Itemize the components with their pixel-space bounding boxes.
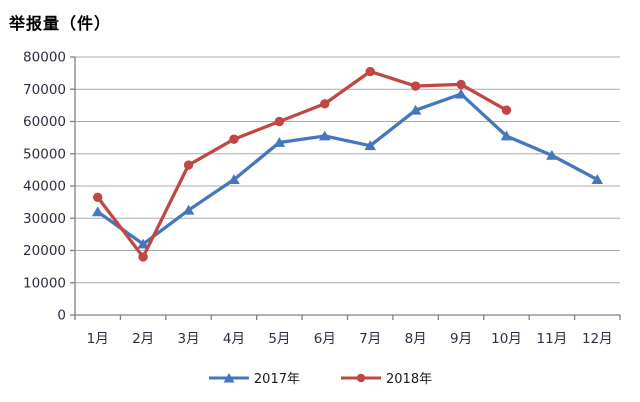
x-axis-label: 3月 xyxy=(177,331,199,347)
y-axis-label: 70000 xyxy=(23,82,66,98)
y-axis-label: 50000 xyxy=(23,146,66,162)
data-point-triangle-2017年 xyxy=(500,130,513,141)
x-axis-label: 8月 xyxy=(405,331,427,347)
data-point-circle-2018年 xyxy=(93,192,103,202)
legend-swatch-2017-triangle-icon xyxy=(208,372,249,382)
x-axis-label: 1月 xyxy=(87,331,109,347)
legend-label-2017: 2017年 xyxy=(253,372,300,387)
y-axis-label: 10000 xyxy=(23,275,66,291)
y-axis-label: 0 xyxy=(57,308,66,324)
legend-item-2017: 2017年 xyxy=(208,368,300,387)
data-point-circle-2018年 xyxy=(183,160,194,170)
data-point-circle-2018年 xyxy=(320,99,330,109)
data-point-triangle-2017年 xyxy=(364,140,377,151)
data-point-triangle-2017年 xyxy=(318,130,331,141)
data-point-circle-2018年 xyxy=(365,66,375,77)
data-point-circle-2018年 xyxy=(229,134,239,144)
data-point-triangle-2017年 xyxy=(591,174,604,184)
data-point-triangle-2017年 xyxy=(91,206,104,217)
x-axis-label: 12月 xyxy=(582,331,613,347)
legend-label-2018: 2018年 xyxy=(386,372,433,387)
data-point-circle-2018年 xyxy=(274,116,285,127)
x-axis-label: 9月 xyxy=(450,331,472,347)
data-point-circle-2018年 xyxy=(410,81,421,91)
data-point-circle-2018年 xyxy=(501,105,512,115)
data-point-triangle-2017年 xyxy=(137,238,149,249)
data-point-triangle-2017年 xyxy=(228,174,240,184)
data-point-circle-2018年 xyxy=(138,252,148,262)
x-axis-label: 4月 xyxy=(223,331,245,347)
y-axis-label: 20000 xyxy=(23,243,66,259)
data-point-triangle-2017年 xyxy=(455,88,467,99)
x-axis-label: 10月 xyxy=(491,331,522,347)
legend-swatch-2018-circle-icon xyxy=(341,373,381,382)
legend-item-2018: 2018年 xyxy=(340,368,432,387)
x-axis-label: 11月 xyxy=(537,331,568,347)
y-axis-label: 30000 xyxy=(23,211,66,227)
legend: 2017年 2018年 xyxy=(0,368,640,387)
y-axis-label: 80000 xyxy=(23,50,66,66)
data-point-triangle-2017年 xyxy=(409,104,422,115)
data-point-triangle-2017年 xyxy=(182,204,195,215)
series-line-2018年 xyxy=(96,69,509,259)
x-axis-label: 7月 xyxy=(359,331,381,347)
series-line-2017年 xyxy=(96,92,599,246)
chart-title: 举报量（件） xyxy=(9,14,112,33)
x-axis-label: 5月 xyxy=(268,331,290,347)
y-axis-label: 40000 xyxy=(23,179,66,195)
x-axis-label: 6月 xyxy=(314,331,336,347)
x-axis-label: 2月 xyxy=(132,331,154,347)
data-point-triangle-2017年 xyxy=(546,149,558,160)
data-point-triangle-2017年 xyxy=(273,137,286,147)
y-axis-label: 60000 xyxy=(23,114,66,130)
data-point-circle-2018年 xyxy=(456,79,466,90)
